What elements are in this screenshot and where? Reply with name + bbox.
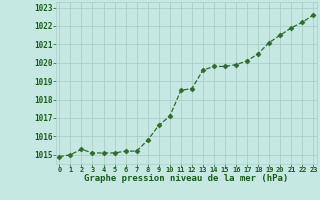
- X-axis label: Graphe pression niveau de la mer (hPa): Graphe pression niveau de la mer (hPa): [84, 174, 289, 183]
